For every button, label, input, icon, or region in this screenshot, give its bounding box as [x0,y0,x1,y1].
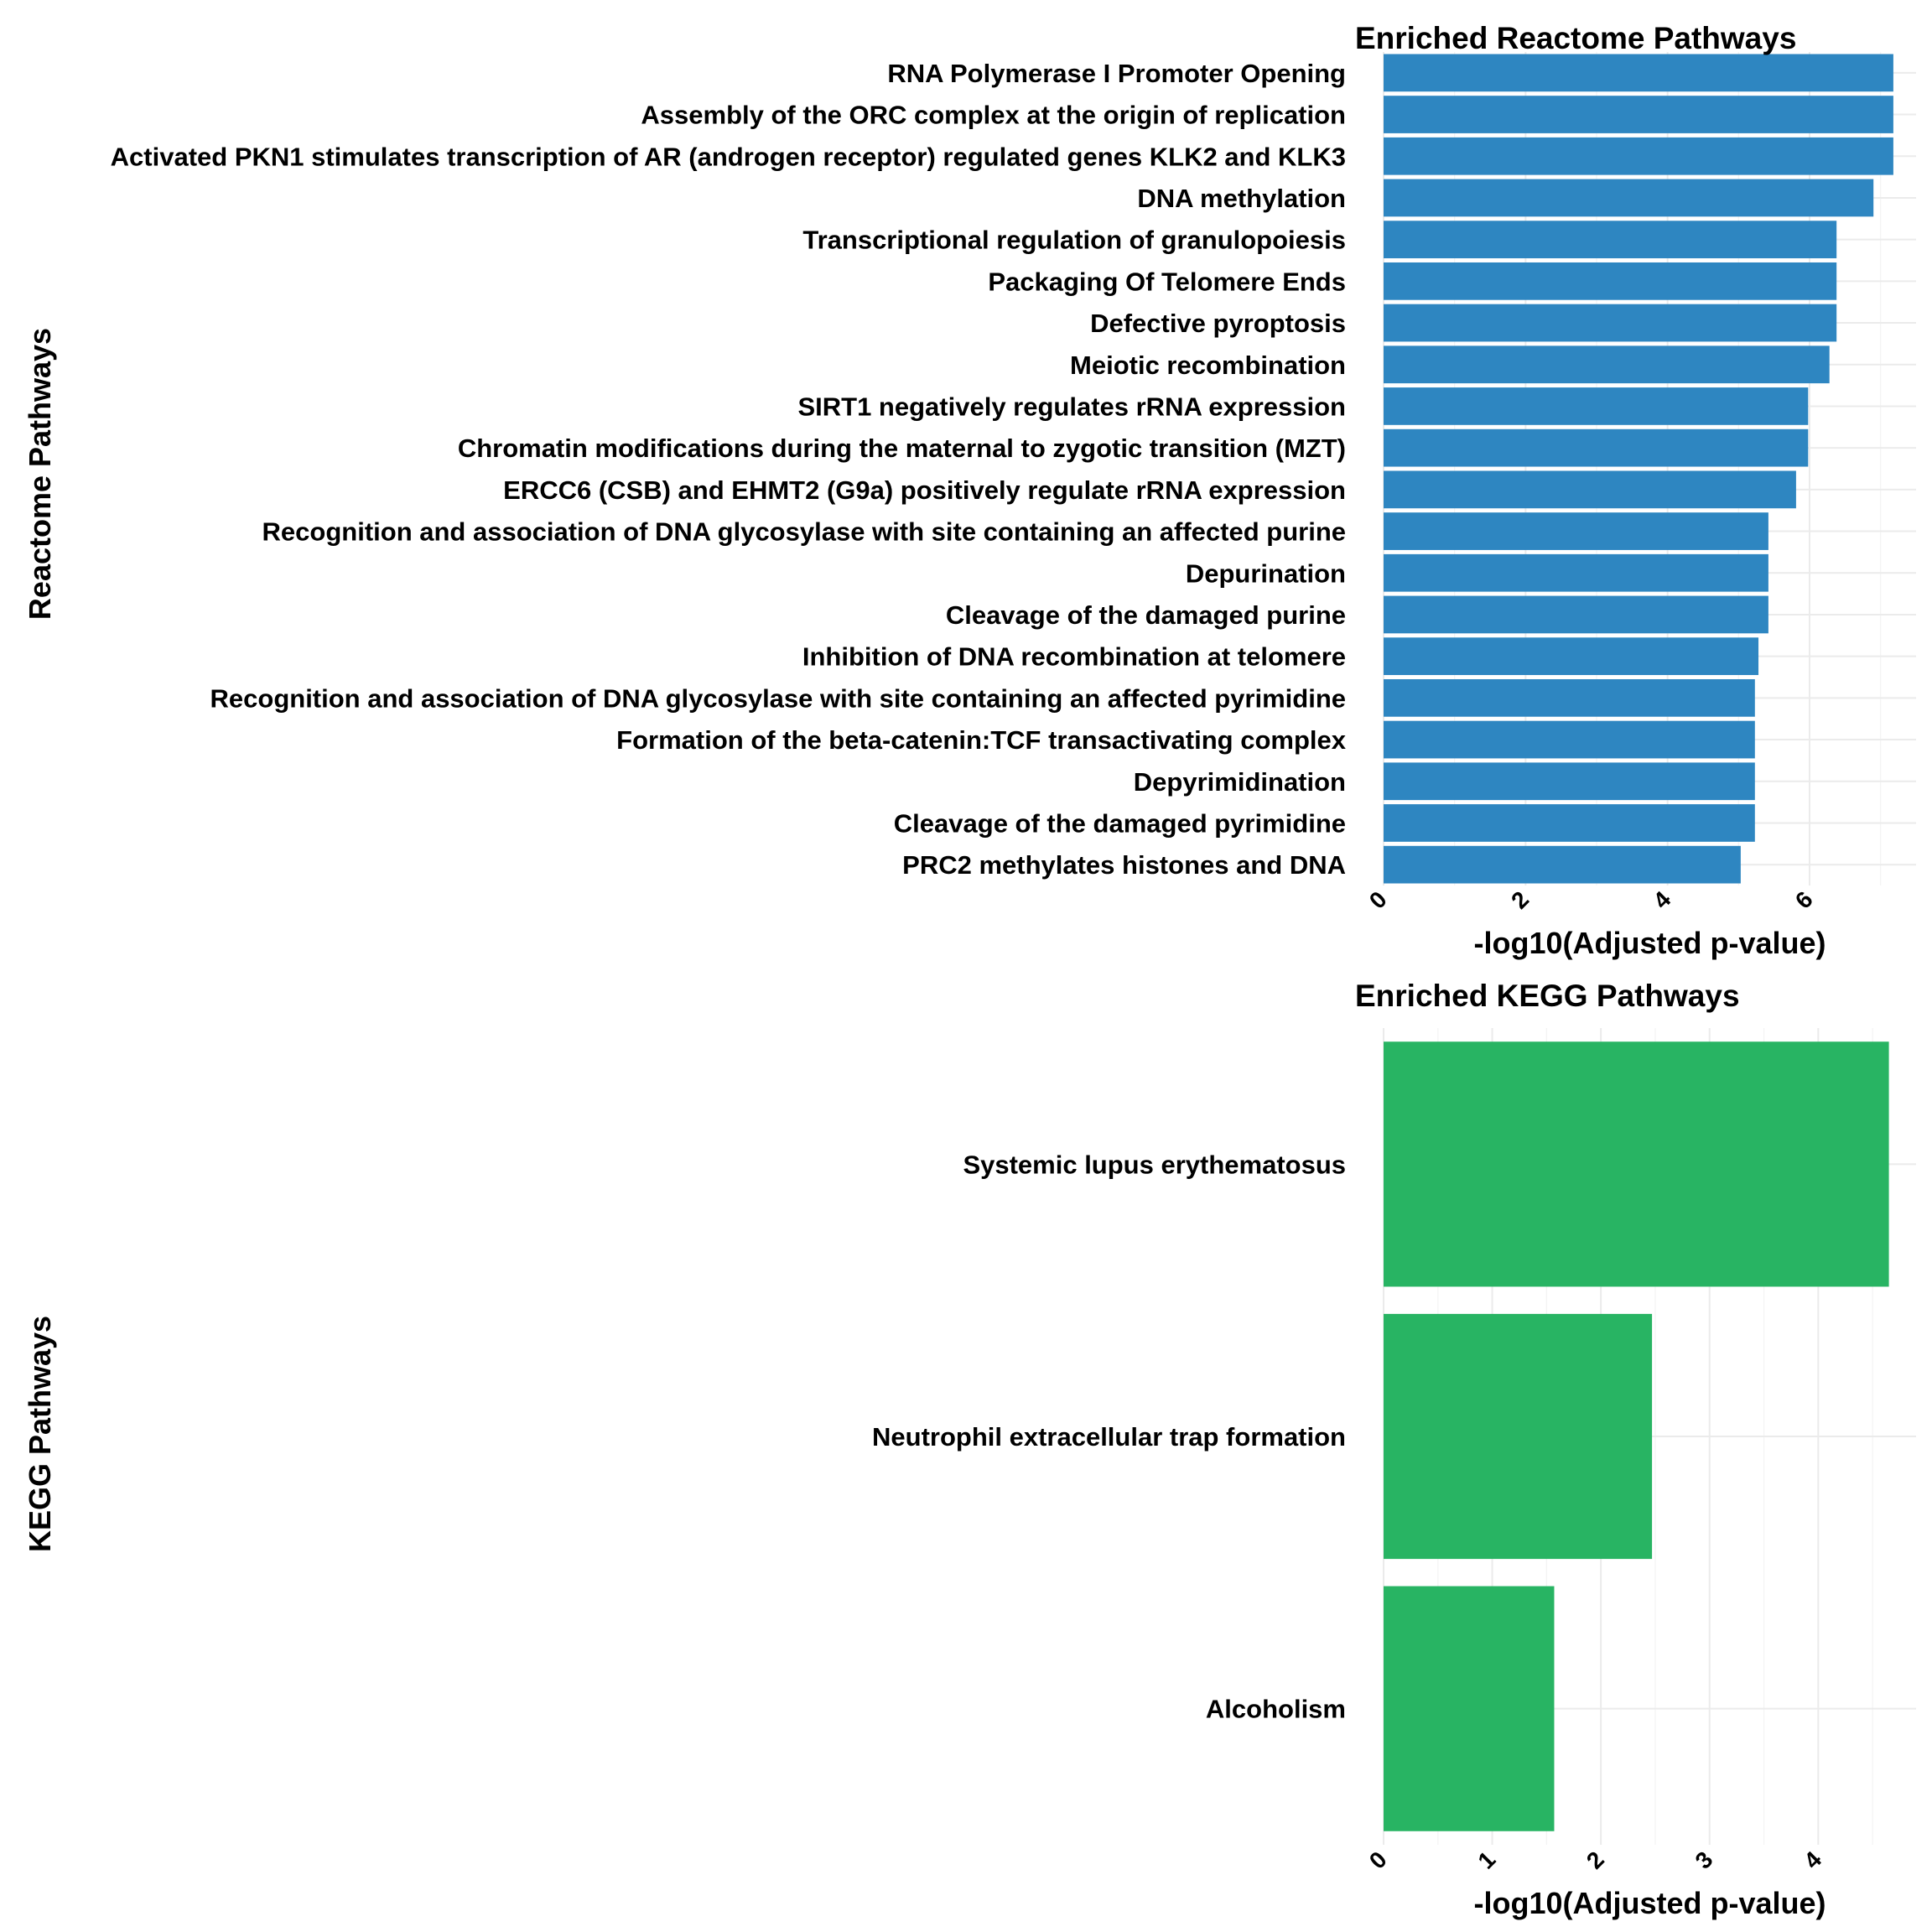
reactome-category-label: Depyrimidination [1134,767,1346,797]
reactome-category-label: PRC2 methylates histones and DNA [902,850,1346,880]
kegg-bar [1384,1313,1653,1560]
kegg-x-tick-label: 4 [1799,1846,1826,1874]
reactome-x-tick-label: 4 [1648,886,1675,914]
reactome-category-label: Packaging Of Telomere Ends [988,267,1346,296]
kegg-category-label: Alcoholism [1206,1695,1346,1724]
reactome-y-axis-title: Reactome Pathways [23,328,57,620]
reactome-category-label: SIRT1 negatively regulates rRNA expressi… [797,392,1346,421]
kegg-x-tick-label: 2 [1581,1846,1609,1874]
reactome-category-label: Assembly of the ORC complex at the origi… [641,101,1346,130]
reactome-category-label: Formation of the beta-catenin:TCF transa… [616,725,1347,755]
kegg-bar [1384,1586,1555,1831]
reactome-x-tick-label: 2 [1506,886,1534,914]
kegg-x-tick-label: 0 [1364,1846,1392,1874]
reactome-panel: RNA Polymerase I Promoter Opening Assembl… [23,21,1916,960]
reactome-category-label: RNA Polymerase I Promoter Opening [887,59,1346,88]
reactome-bar [1384,179,1874,217]
reactome-x-axis-title: -log10(Adjusted p-value) [1473,926,1826,960]
reactome-bar [1384,137,1893,175]
reactome-category-label: DNA methylation [1137,184,1346,213]
reactome-category-label: Cleavage of the damaged pyrimidine [894,808,1346,838]
reactome-x-tick-label: 6 [1790,886,1818,914]
kegg-chart-title: Enriched KEGG Pathways [1355,979,1740,1013]
kegg-category-label: Systemic lupus erythematosus [963,1150,1346,1179]
reactome-category-label: Meiotic recombination [1070,351,1346,380]
kegg-bar [1384,1041,1889,1287]
reactome-category-label: Inhibition of DNA recombination at telom… [802,642,1346,672]
reactome-bar [1384,304,1837,342]
reactome-bar [1384,845,1741,884]
kegg-y-axis-title: KEGG Pathways [23,1316,57,1552]
kegg-category-label: Neutrophil extracellular trap formation [872,1422,1346,1452]
kegg-x-tick-label: 3 [1690,1846,1718,1874]
reactome-bar [1384,96,1893,133]
reactome-category-label: Recognition and association of DNA glyco… [262,517,1346,547]
reactome-bar [1384,678,1755,717]
kegg-x-axis-title: -log10(Adjusted p-value) [1473,1886,1826,1920]
reactome-category-label: Activated PKN1 stimulates transcription … [111,142,1346,171]
reactome-category-label: Transcriptional regulation of granulopoi… [802,226,1346,255]
reactome-category-label: Defective pyroptosis [1090,309,1346,338]
reactome-category-label: Chromatin modifications during the mater… [458,434,1346,463]
reactome-bar [1384,720,1755,759]
reactome-bar [1384,54,1893,92]
reactome-bar [1384,512,1768,550]
reactome-bar [1384,804,1755,842]
reactome-x-tick-label: 0 [1364,886,1392,914]
reactome-chart-title: Enriched Reactome Pathways [1355,21,1796,55]
reactome-bar [1384,595,1768,634]
kegg-panel: Systemic lupus erythematosus Neutrophil e… [23,979,1916,1920]
reactome-bar [1384,762,1755,801]
reactome-bar [1384,470,1796,509]
reactome-bar [1384,428,1809,467]
reactome-bar [1384,262,1837,300]
reactome-bar [1384,221,1837,259]
reactome-bar [1384,637,1759,676]
reactome-bar [1384,345,1830,384]
kegg-x-tick-label: 1 [1472,1846,1500,1874]
reactome-bar [1384,387,1809,425]
reactome-category-label: Depurination [1186,558,1346,588]
reactome-category-label: ERCC6 (CSB) and EHMT2 (G9a) positively r… [503,475,1346,505]
reactome-bar [1384,553,1768,592]
reactome-category-label: Cleavage of the damaged purine [946,600,1346,630]
reactome-category-label: Recognition and association of DNA glyco… [210,683,1346,713]
